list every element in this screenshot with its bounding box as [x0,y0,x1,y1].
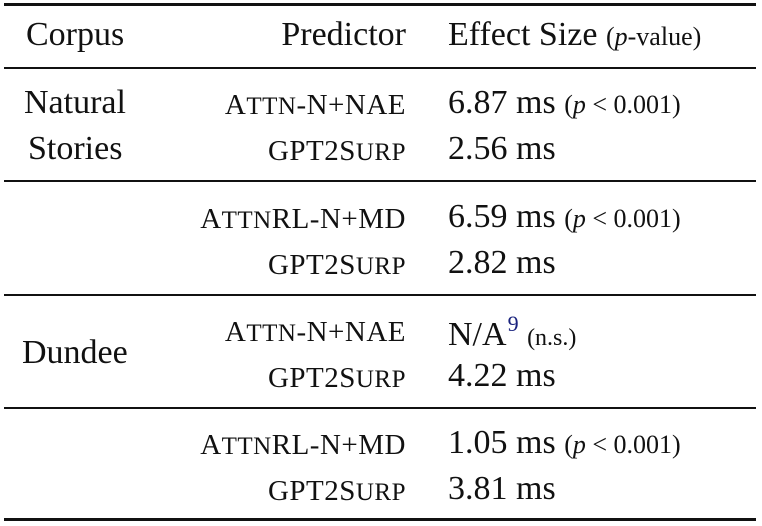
predictor-attn-n-nae: ATTN-N+NAE [224,89,406,121]
corpus-natural-stories-line2: Stories [28,130,123,167]
effect-value: N/A9 (n.s.) [448,311,577,353]
effect-value: 3.81 ms [448,470,556,507]
header-effect-label: Effect Size [448,16,598,53]
corpus-dundee: Dundee [22,334,128,371]
bottom-rule [4,518,756,521]
predictor-gpt2surp: GPT2SURP [267,475,406,507]
effect-value: 6.59 ms (p < 0.001) [448,198,681,235]
footnote-marker[interactable]: 9 [507,311,519,336]
predictor-attnrl-n-md: ATTNRL-N+MD [200,203,406,235]
significance-note: (n.s.) [527,325,577,351]
p-value-note: (p < 0.001) [564,430,681,459]
effect-value: 2.56 ms [448,130,556,167]
predictor-attn-n-nae: ATTN-N+NAE [224,316,406,348]
corpus-natural-stories-line1: Natural [24,84,126,121]
effect-value: 6.87 ms (p < 0.001) [448,84,681,121]
effect-value: 4.22 ms [448,357,556,394]
p-value-note: (p < 0.001) [564,204,681,233]
header-effect-size: Effect Size (p-value) [448,18,701,52]
predictor-gpt2surp: GPT2SURP [267,362,406,394]
header-rule [4,67,756,69]
header-predictor: Predictor [281,16,406,53]
group-rule [4,407,756,409]
top-rule [4,3,756,6]
p-value-note: (p < 0.001) [564,90,681,119]
header-corpus: Corpus [26,16,125,53]
group-rule [4,294,756,296]
header-pvalue-note: (p-value) [605,22,702,51]
predictor-gpt2surp: GPT2SURP [267,135,406,167]
predictor-attnrl-n-md: ATTNRL-N+MD [200,429,406,461]
group-rule [4,180,756,182]
predictor-gpt2surp: GPT2SURP [267,249,406,281]
effect-value: 1.05 ms (p < 0.001) [448,424,681,461]
effect-value: 2.82 ms [448,244,556,281]
